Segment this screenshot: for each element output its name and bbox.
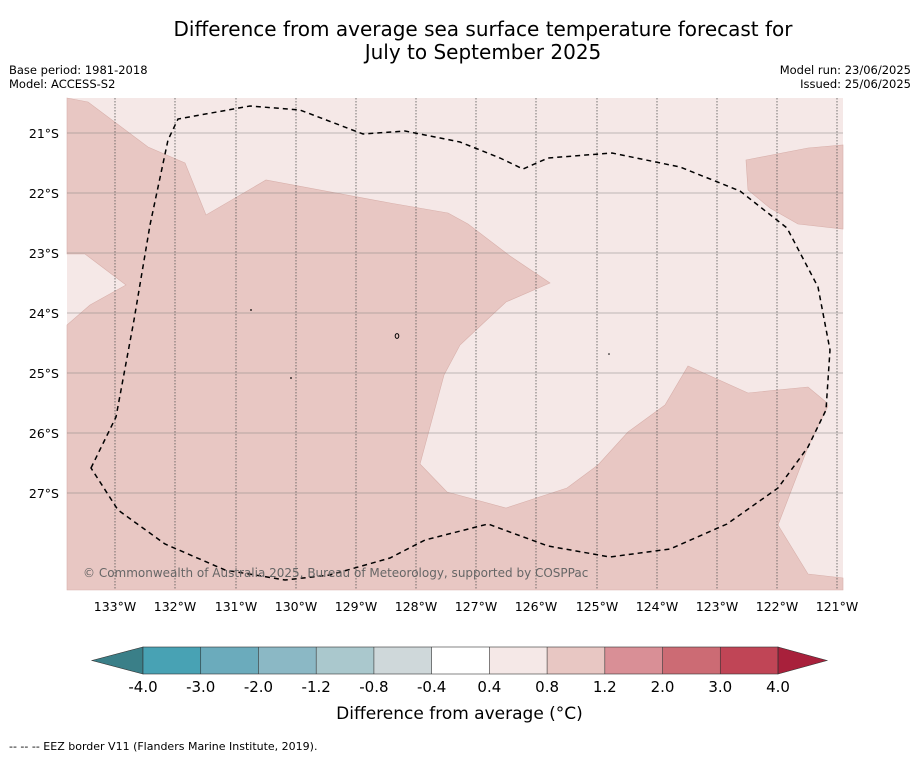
lat-label: 24°S	[29, 306, 59, 321]
colorbar-tick-label: -0.8	[359, 678, 388, 696]
colorbar-segment	[489, 647, 548, 674]
lon-label: 131°W	[215, 599, 257, 614]
model-run: Model run: 23/06/2025	[779, 63, 911, 77]
lon-label: 121°W	[816, 599, 858, 614]
chart-title: Difference from average sea surface temp…	[0, 18, 919, 64]
lon-label: 129°W	[335, 599, 377, 614]
latitude-labels: 21°S 22°S 23°S 24°S 25°S 26°S 27°S	[29, 126, 59, 501]
base-period: Base period: 1981-2018	[9, 63, 148, 77]
lon-label: 123°W	[696, 599, 738, 614]
longitude-labels: 133°W 132°W 131°W 130°W 129°W 128°W 127°…	[94, 599, 858, 614]
colorbar-tick-label: 1.2	[593, 678, 617, 696]
lon-label: 133°W	[94, 599, 136, 614]
meta-left: Base period: 1981-2018 Model: ACCESS-S2	[9, 63, 148, 91]
lat-label: 27°S	[29, 486, 59, 501]
meta-right: Model run: 23/06/2025 Issued: 25/06/2025	[780, 63, 911, 91]
colorbar-outline	[142, 646, 779, 675]
colorbar-segment	[547, 647, 605, 674]
lon-label: 126°W	[515, 599, 557, 614]
lon-label: 124°W	[636, 599, 678, 614]
lat-label: 21°S	[29, 126, 59, 141]
lon-label: 130°W	[275, 599, 317, 614]
island	[608, 353, 610, 355]
colorbar-segment	[200, 647, 259, 674]
lat-label: 26°S	[29, 426, 59, 441]
colorbar-tick-label: -3.0	[186, 678, 215, 696]
colorbar-segment	[143, 647, 201, 674]
colorbar-tick-label: 0.4	[477, 678, 501, 696]
island	[394, 333, 400, 339]
model-name: Model: ACCESS-S2	[9, 77, 116, 91]
copyright-text: © Commonwealth of Australia 2025, Bureau…	[83, 566, 588, 580]
colorbar-segment	[720, 647, 778, 674]
colorbar-tick-label: 3.0	[708, 678, 732, 696]
colorbar-ticks: -4.0 -3.0 -2.0 -1.2 -0.8 -0.4 0.4 0.8 1.2 2.0 3.0 4…	[128, 678, 790, 696]
lat-label: 22°S	[29, 186, 59, 201]
lat-label: 23°S	[29, 246, 59, 261]
island	[250, 309, 252, 311]
lon-label: 127°W	[455, 599, 497, 614]
title-line-2: July to September 2025	[364, 40, 602, 64]
eez-border	[90, 105, 831, 581]
lon-label: 125°W	[576, 599, 618, 614]
issued-date: Issued: 25/06/2025	[800, 77, 911, 91]
colorbar-tick-label: -4.0	[128, 678, 157, 696]
colorbar-segment	[662, 647, 721, 674]
colorbar-segment	[373, 647, 432, 674]
lon-label: 128°W	[395, 599, 437, 614]
colorbar-tick-label: -0.4	[417, 678, 446, 696]
colorbar-tick-label: 4.0	[766, 678, 790, 696]
colorbar-tick-label: -1.2	[302, 678, 331, 696]
colorbar-segment	[431, 647, 490, 674]
anomaly-region-medium	[66, 97, 844, 591]
colorbar-segment	[604, 647, 663, 674]
colorbar-tick-label: -2.0	[244, 678, 273, 696]
colorbar-segment	[316, 647, 374, 674]
colorbar	[90, 646, 829, 675]
colorbar-over-arrow	[777, 646, 829, 675]
colorbar-label: Difference from average (°C)	[336, 704, 583, 724]
title-line-1: Difference from average sea surface temp…	[173, 17, 793, 41]
lon-label: 122°W	[756, 599, 798, 614]
colorbar-segment	[258, 647, 317, 674]
colorbar-tick-label: 2.0	[651, 678, 675, 696]
lat-label: 25°S	[29, 366, 59, 381]
latitude-gridlines	[67, 132, 843, 494]
longitude-gridlines	[114, 98, 838, 590]
colorbar-tick-label: 0.8	[535, 678, 559, 696]
colorbar-under-arrow	[90, 646, 144, 675]
island	[290, 377, 292, 379]
lon-label: 132°W	[154, 599, 196, 614]
eez-legend-footer: -- -- -- EEZ border V11 (Flanders Marine…	[9, 740, 318, 753]
